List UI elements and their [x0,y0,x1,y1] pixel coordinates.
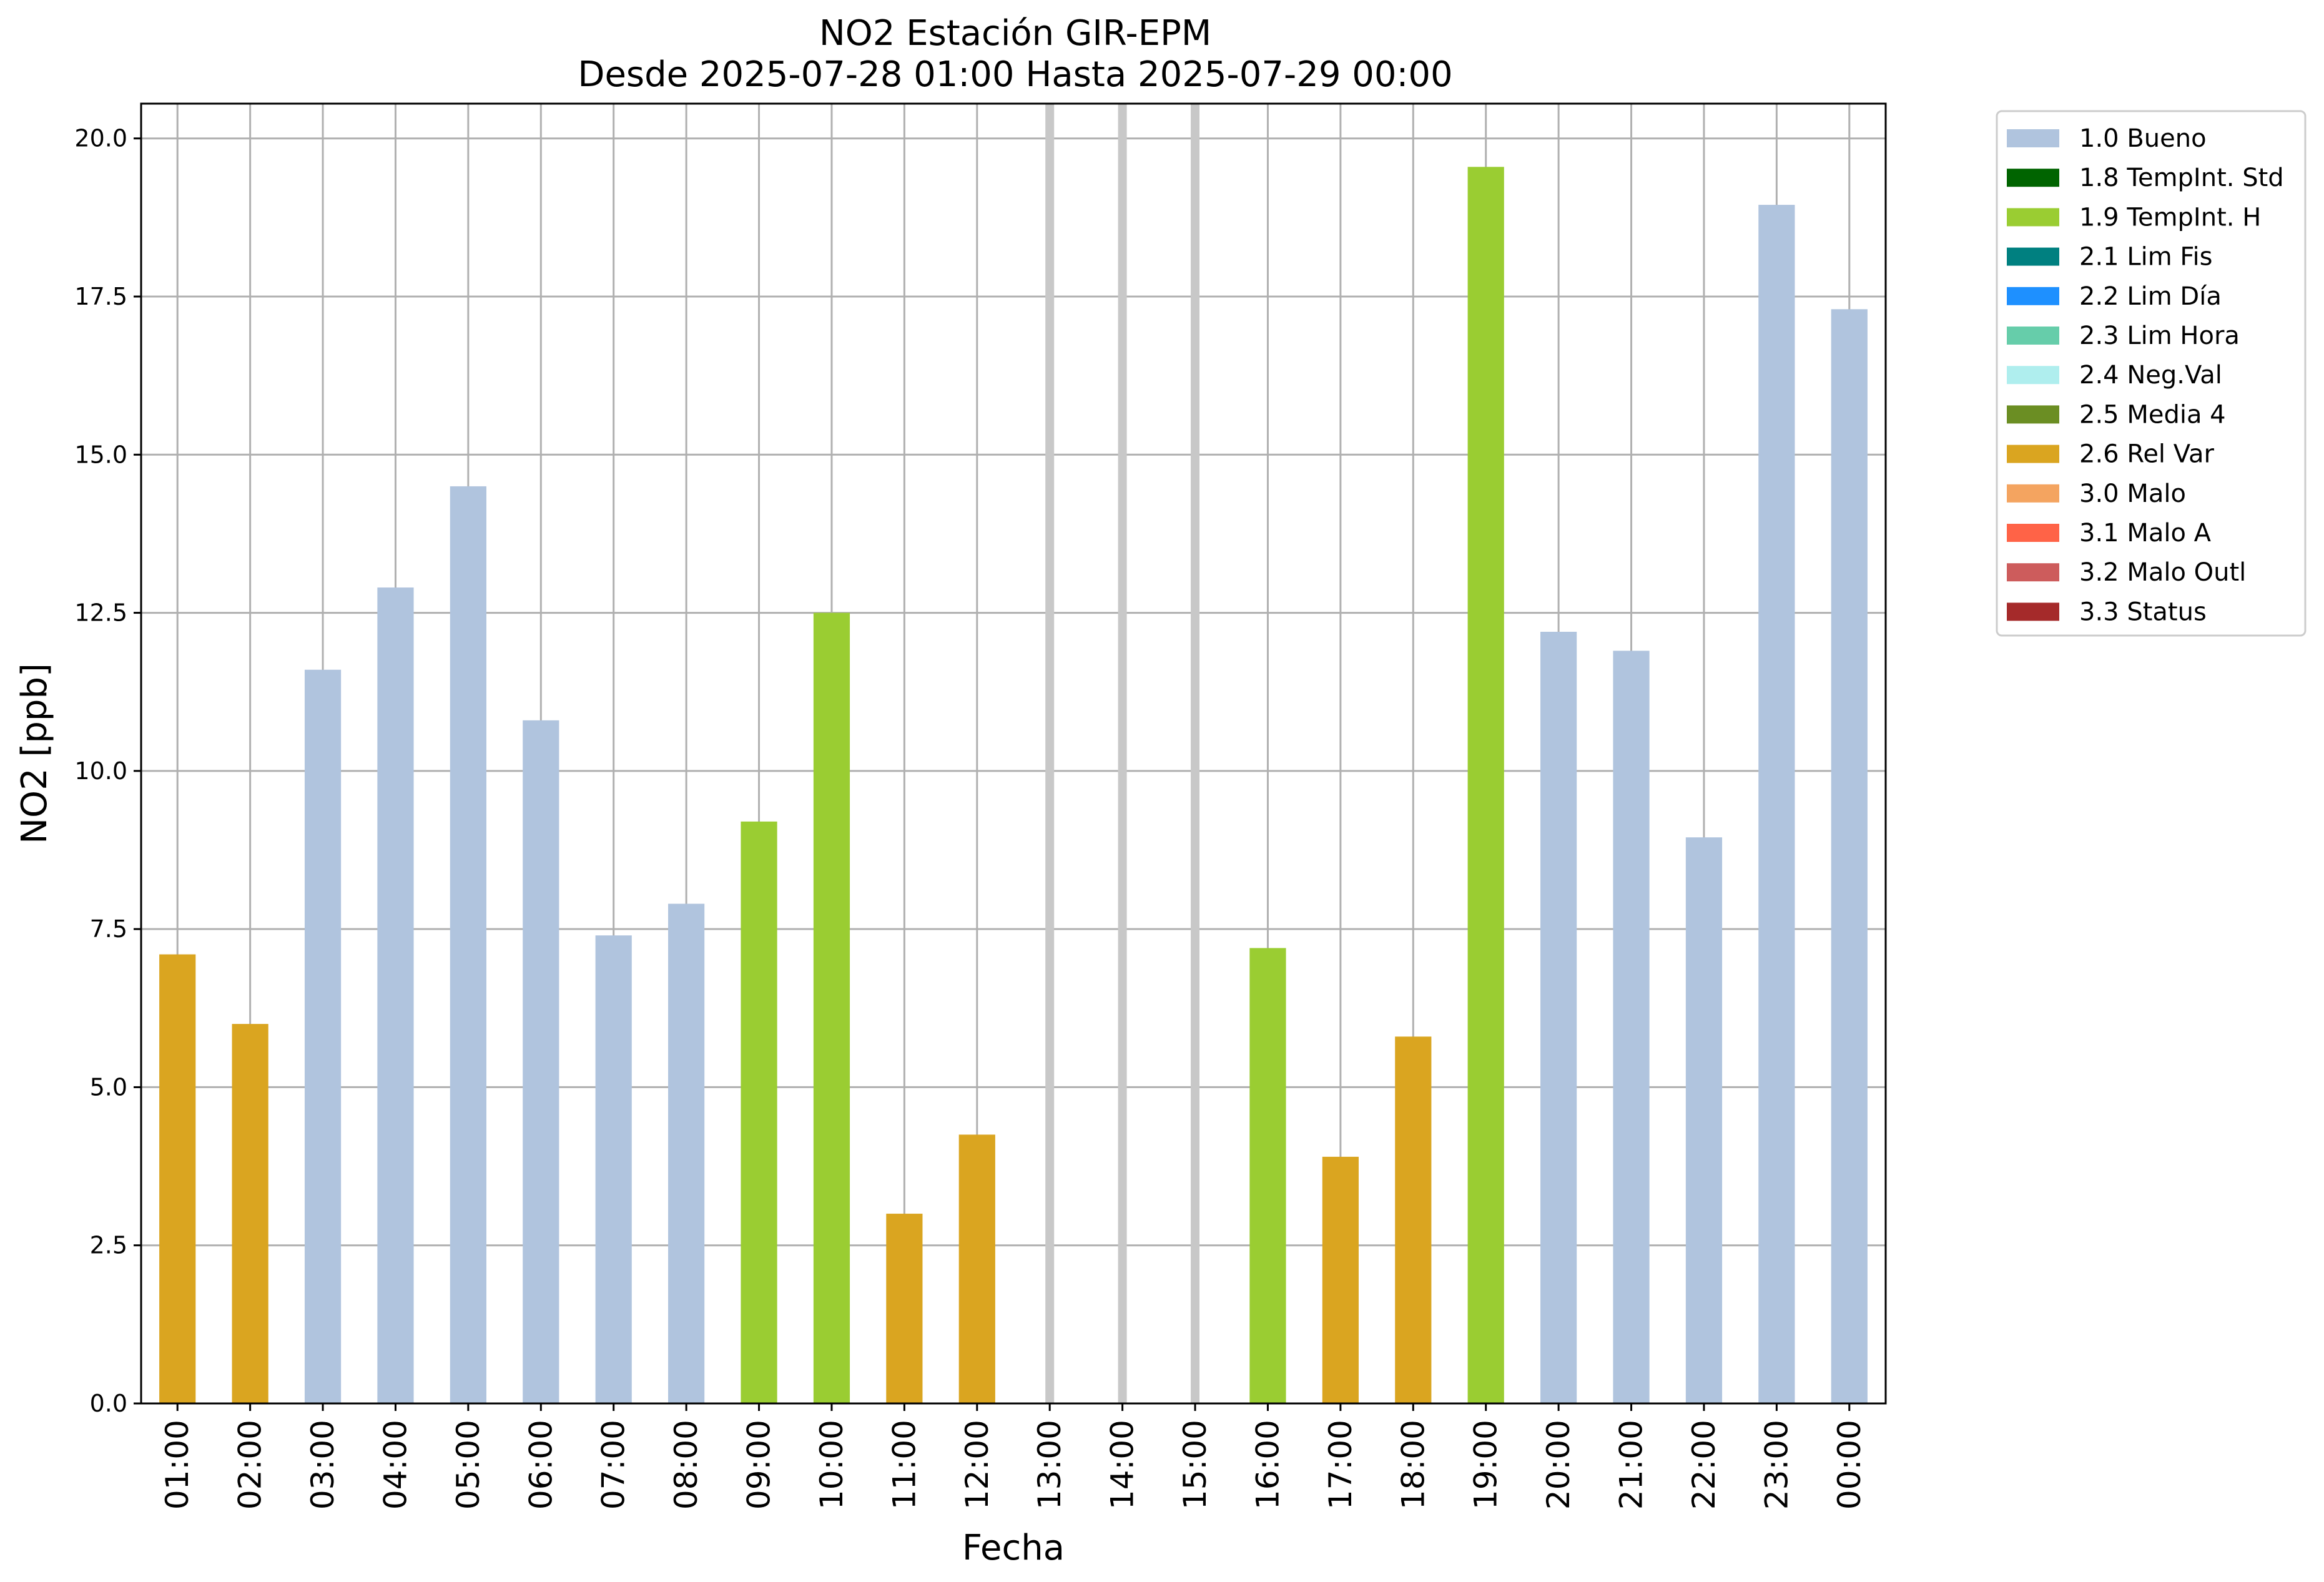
bar-1900 [1467,167,1504,1404]
legend-label: 1.9 TempInt. H [2079,203,2261,232]
bar-1700 [1322,1156,1359,1403]
x-tick-label: 18:00 [1395,1420,1431,1510]
legend-label: 2.2 Lim Día [2079,282,2222,311]
x-tick-label: 12:00 [959,1420,995,1510]
missing-value-marker [1045,104,1055,1403]
y-axis-label: NO2 [ppb] [14,663,55,844]
x-tick-label: 19:00 [1468,1420,1504,1510]
legend-swatch [2007,208,2059,227]
legend-swatch [2007,563,2059,582]
bar-1600 [1249,948,1286,1403]
x-tick-label: 05:00 [450,1420,486,1510]
bar-2200 [1685,837,1723,1403]
chart-subtitle: Desde 2025-07-28 01:00 Hasta 2025-07-29 … [578,54,1452,95]
legend-swatch [2007,327,2059,345]
y-tick-label: 17.5 [74,283,127,310]
bar-1200 [958,1134,995,1403]
y-tick-label: 5.0 [90,1073,127,1101]
missing-value-marker [1191,104,1200,1403]
x-tick-label: 01:00 [159,1420,195,1510]
y-tick-label: 20.0 [74,125,127,152]
chart-title: NO2 Estación GIR-EPM [819,13,1211,54]
plot-frame [140,102,1887,1405]
y-tick-label: 7.5 [90,915,127,943]
x-tick-label: 09:00 [741,1420,777,1510]
x-tick-label: 03:00 [305,1420,341,1510]
legend-swatch [2007,287,2059,305]
missing-value-marker [1118,104,1127,1403]
legend: 1.0 Bueno 1.8 TempInt. Std 1.9 TempInt. H 2… [1996,110,2307,637]
legend-label: 2.4 Neg.Val [2079,361,2222,390]
bar-0300 [304,669,342,1403]
x-axis-label: Fecha [962,1528,1065,1568]
x-tick-label: 10:00 [814,1420,850,1510]
legend-swatch [2007,129,2059,147]
x-axis-ticks: 01:00 02:00 03:00 04:00 05:00 06:00 07:00 08:00… [159,1403,1868,1510]
legend-label: 2.3 Lim Hora [2079,322,2240,350]
legend-swatch [2007,602,2059,621]
bar-0100 [159,954,196,1403]
bar-0900 [741,821,777,1403]
x-tick-label: 15:00 [1177,1420,1213,1510]
x-tick-label: 00:00 [1831,1420,1868,1510]
legend-label: 3.0 Malo [2079,479,2186,508]
y-axis-ticks: 0.0 2.5 5.0 7.5 10.0 12.5 15.0 17.5 20.0 [74,125,141,1417]
missing-data-markers [1045,104,1200,1403]
x-tick-label: 02:00 [232,1420,268,1510]
legend-label: 1.0 Bueno [2079,124,2207,153]
bar-1000 [813,612,850,1403]
legend-swatch [2007,484,2059,503]
legend-frame [1996,110,2307,637]
y-tick-label: 10.0 [74,757,127,785]
bar-0200 [232,1024,268,1403]
x-tick-label: 07:00 [596,1420,632,1510]
bars [159,167,1868,1404]
bar-1100 [886,1214,923,1403]
legend-label: 3.3 Status [2079,597,2207,626]
bar-2000 [1540,631,1577,1403]
x-tick-label: 16:00 [1249,1420,1286,1510]
x-tick-label: 20:00 [1540,1420,1577,1510]
legend-label: 1.8 TempInt. Std [2079,164,2284,192]
x-tick-label: 06:00 [523,1420,559,1510]
y-tick-label: 0.0 [90,1390,127,1417]
x-tick-label: 13:00 [1032,1420,1068,1510]
y-tick-label: 15.0 [74,441,127,468]
x-tick-label: 23:00 [1758,1420,1795,1510]
legend-swatch [2007,405,2059,424]
legend-swatch [2007,445,2059,463]
legend-label: 2.1 Lim Fis [2079,243,2212,272]
bar-0800 [668,903,705,1403]
bar-0700 [595,935,632,1403]
legend-swatch [2007,247,2059,266]
x-tick-label: 11:00 [886,1420,922,1510]
x-tick-label: 14:00 [1105,1420,1141,1510]
bar-2300 [1758,205,1795,1404]
bar-1800 [1395,1036,1432,1403]
legend-label: 3.2 Malo Outl [2079,558,2246,587]
legend-swatch [2007,366,2059,385]
x-tick-label: 17:00 [1322,1420,1359,1510]
bar-0600 [523,720,559,1403]
x-tick-label: 22:00 [1686,1420,1722,1510]
y-tick-label: 12.5 [74,599,127,627]
x-tick-label: 04:00 [377,1420,413,1510]
legend-label: 2.5 Media 4 [2079,400,2226,429]
legend-label: 3.1 Malo A [2079,519,2212,548]
legend-swatch [2007,169,2059,187]
bar-2100 [1613,651,1650,1403]
x-tick-label: 21:00 [1613,1420,1650,1510]
legend-swatch [2007,524,2059,542]
bar-0500 [450,486,486,1403]
bar-0000 [1831,309,1868,1404]
y-tick-label: 2.5 [90,1232,127,1259]
legend-label: 2.6 Rel Var [2079,440,2215,469]
bar-0400 [377,587,414,1404]
x-tick-label: 08:00 [668,1420,704,1510]
